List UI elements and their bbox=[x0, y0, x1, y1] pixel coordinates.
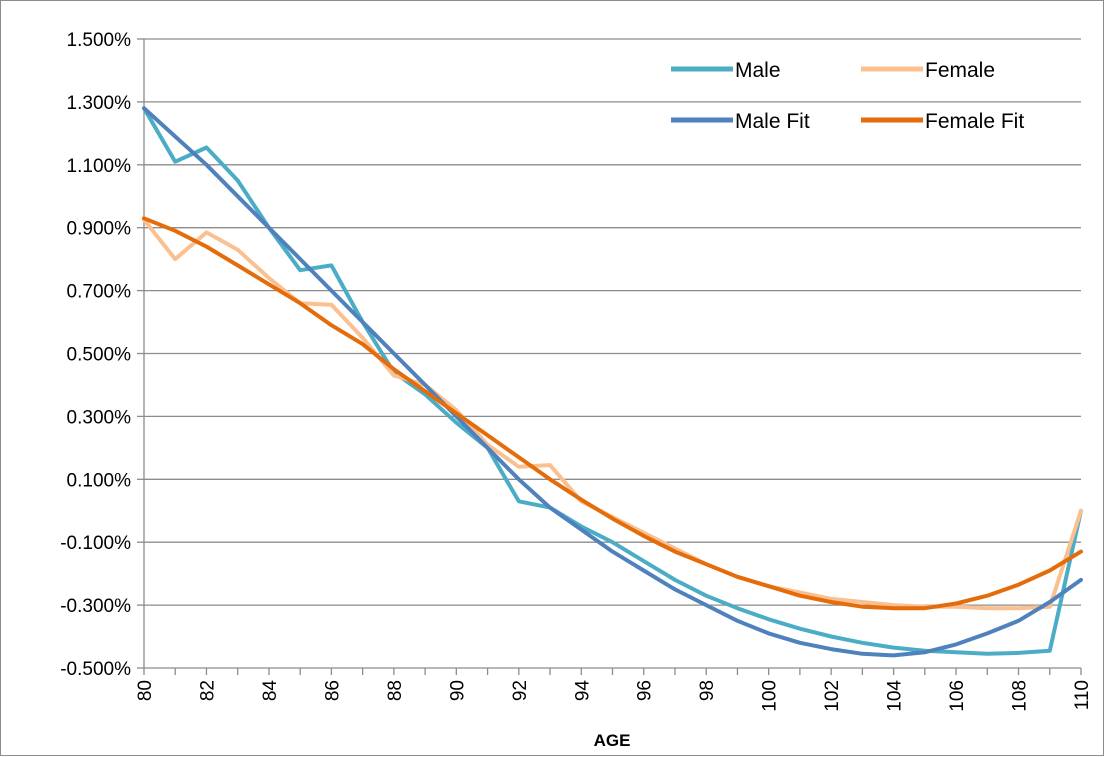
x-axis-title: AGE bbox=[594, 731, 631, 750]
x-tick-label: 90 bbox=[447, 680, 468, 701]
legend-male-fit-label: Male Fit bbox=[735, 110, 810, 133]
gridlines bbox=[144, 38, 1081, 606]
legend: Male Female Male Fit Female Fit bbox=[671, 59, 1024, 133]
axes: -0.500% -0.300% -0.100% 0.100% 0.300% 0.500% 0… bbox=[60, 30, 1093, 712]
y-tick-label: -0.500% bbox=[60, 659, 131, 680]
x-tick-label: 80 bbox=[135, 680, 156, 701]
x-tick-label: 108 bbox=[1010, 680, 1031, 712]
y-tick-label: 1.500% bbox=[67, 30, 132, 51]
y-tick-label: 1.300% bbox=[67, 93, 132, 114]
legend-female-label: Female bbox=[925, 59, 995, 82]
y-tick-label: 0.900% bbox=[67, 219, 132, 240]
legend-male-label: Male bbox=[735, 59, 781, 82]
x-tick-label: 102 bbox=[822, 680, 843, 712]
y-tick-label: 0.100% bbox=[67, 470, 132, 491]
y-tick-label: 0.700% bbox=[67, 282, 132, 303]
x-tick-label: 86 bbox=[322, 680, 343, 701]
x-tick-label: 84 bbox=[260, 680, 281, 702]
plot-series bbox=[142, 106, 1083, 658]
x-tick-label: 96 bbox=[635, 680, 656, 701]
legend-female-fit-label: Female Fit bbox=[925, 110, 1024, 133]
series-female-fit bbox=[142, 216, 1083, 611]
y-tick-label: 0.500% bbox=[67, 345, 132, 366]
x-tick-label: 110 bbox=[1072, 680, 1093, 710]
series-male-fit bbox=[142, 106, 1083, 658]
series-male bbox=[142, 106, 1083, 656]
x-tick-label: 100 bbox=[760, 680, 781, 712]
y-tick-label: -0.100% bbox=[60, 533, 131, 554]
y-tick-label: -0.300% bbox=[60, 596, 131, 617]
x-tick-label: 94 bbox=[572, 680, 593, 702]
x-tick-label: 106 bbox=[947, 680, 968, 712]
y-tick-label: 0.300% bbox=[67, 407, 132, 428]
x-tick-label: 88 bbox=[385, 680, 406, 701]
x-tick-label: 98 bbox=[697, 680, 718, 701]
x-tick-label: 82 bbox=[197, 680, 218, 701]
y-tick-label: 1.100% bbox=[67, 156, 132, 177]
x-tick-label: 92 bbox=[510, 680, 531, 701]
x-tick-label: 104 bbox=[885, 680, 906, 712]
